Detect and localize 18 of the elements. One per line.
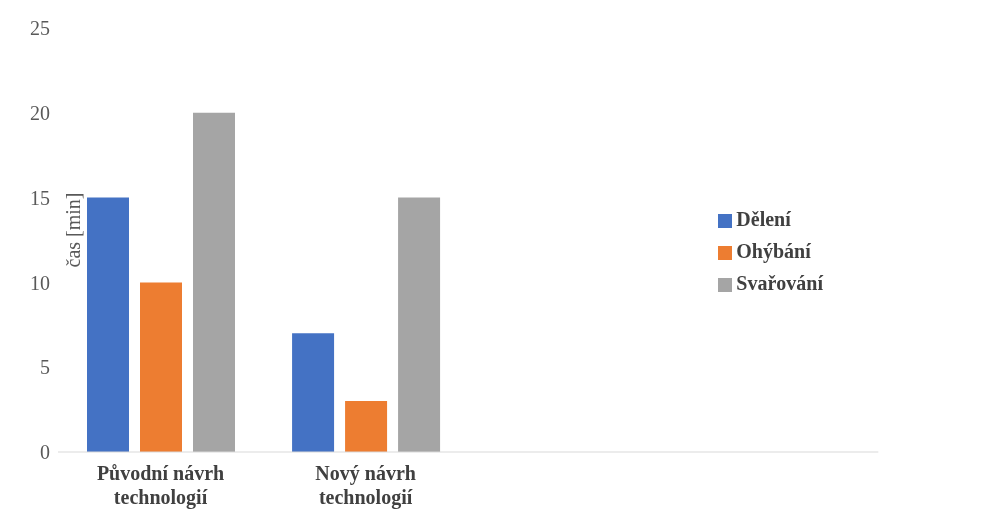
y-tick-label: 20 bbox=[30, 101, 50, 124]
y-tick-label: 25 bbox=[30, 17, 50, 40]
bar bbox=[292, 333, 335, 452]
legend-label: Svařování bbox=[736, 272, 823, 294]
bar bbox=[193, 112, 235, 452]
bar bbox=[345, 401, 388, 452]
bar bbox=[398, 197, 441, 452]
y-tick-label: 10 bbox=[30, 271, 50, 294]
y-tick-label: 15 bbox=[30, 186, 50, 209]
y-tick-label: 5 bbox=[40, 356, 50, 379]
y-axis-title: čas [min] bbox=[62, 192, 84, 268]
bar bbox=[140, 282, 182, 452]
y-tick-label: 0 bbox=[40, 441, 50, 464]
legend-label: Dělení bbox=[736, 208, 791, 230]
bar bbox=[87, 197, 129, 452]
legend-label: Ohýbání bbox=[736, 240, 811, 262]
x-tick-label: Původní návrh technologií bbox=[96, 462, 225, 509]
x-tick-label: Nový návrh technologií bbox=[315, 462, 416, 509]
